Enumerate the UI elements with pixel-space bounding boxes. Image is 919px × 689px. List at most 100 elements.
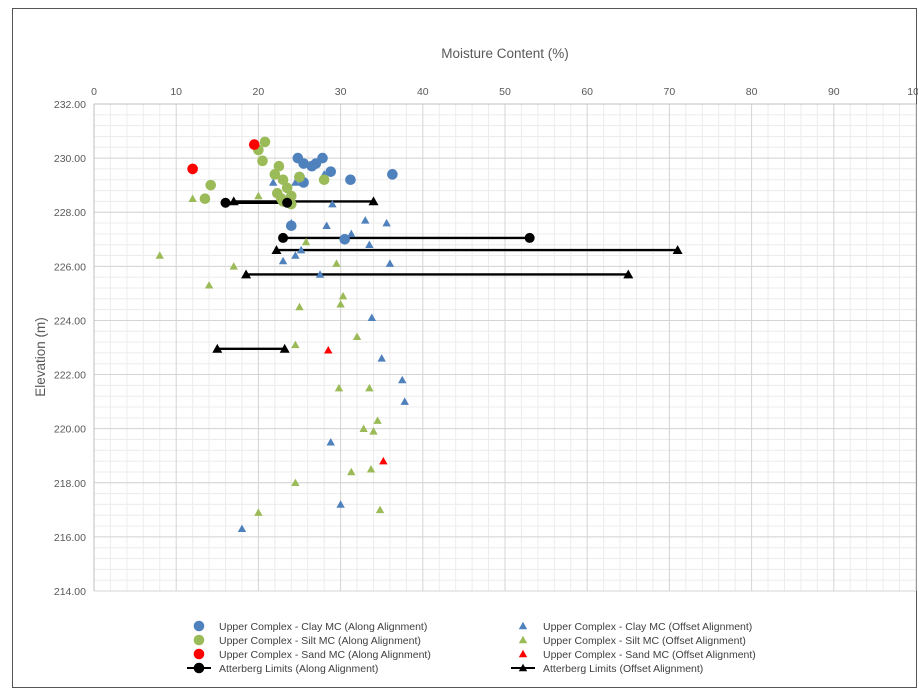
x-tick-label: 50	[499, 86, 511, 98]
legend-marker	[518, 635, 528, 644]
y-axis-label: Elevation (m)	[33, 317, 48, 397]
upper-complex-silt-mc-offset-alignment-point	[352, 332, 362, 340]
upper-complex-silt-mc-offset-alignment-point	[254, 508, 263, 516]
upper-complex-silt-mc-offset-alignment-point	[295, 302, 304, 311]
x-tick-label: 20	[253, 86, 265, 98]
y-tick-label: 222.00	[54, 370, 86, 382]
atterberg-limits-offset-alignment-point	[623, 269, 634, 279]
y-tick-label: 220.00	[54, 424, 86, 436]
x-tick-label: 70	[664, 86, 676, 98]
legend-label: Upper Complex - Silt MC (Along Alignment…	[219, 635, 421, 647]
upper-complex-clay-mc-offset-alignment-point	[382, 218, 391, 227]
x-tick-label: 80	[746, 86, 758, 98]
upper-complex-silt-mc-along-alignment-point	[269, 169, 281, 180]
atterberg-limits-offset-alignment-point	[241, 269, 252, 279]
upper-complex-clay-mc-offset-alignment-point	[361, 216, 370, 224]
upper-complex-silt-mc-offset-alignment-point	[291, 340, 300, 349]
upper-complex-clay-mc-offset-alignment-point	[278, 256, 288, 265]
y-tick-label: 232.00	[54, 99, 86, 111]
x-tick-label: 30	[335, 86, 347, 98]
x-tick-label: 60	[581, 86, 593, 98]
upper-complex-silt-mc-offset-alignment-point	[365, 383, 374, 392]
atterberg-limits-offset-alignment-point	[672, 245, 683, 254]
y-tick-labels: 214.00 216.00 218.00 220.00 222.00 224.00 226.…	[54, 99, 86, 598]
scatter-chart: 0 10 20 30 40 50 60 70 80 90 100 214.00 216.00 218.0…	[33, 46, 918, 675]
upper-complex-clay-mc-offset-alignment-point	[322, 221, 331, 230]
legend-label: Upper Complex - Sand MC (Along Alignment…	[219, 649, 431, 661]
upper-complex-clay-mc-offset-alignment-point	[385, 259, 395, 267]
upper-complex-clay-mc-offset-alignment-point	[398, 375, 407, 384]
upper-complex-silt-mc-offset-alignment-point	[359, 424, 368, 432]
upper-complex-silt-mc-offset-alignment-point	[373, 416, 382, 424]
upper-complex-sand-mc-along-alignment-point	[248, 139, 260, 150]
upper-complex-silt-mc-along-alignment-point	[273, 160, 285, 172]
x-tick-label: 40	[417, 86, 429, 98]
upper-complex-silt-mc-offset-alignment-point	[229, 262, 238, 270]
x-tick-label: 90	[828, 86, 840, 98]
upper-complex-silt-mc-along-alignment-point	[205, 179, 217, 191]
y-tick-label: 214.00	[54, 586, 86, 598]
upper-complex-clay-mc-offset-alignment-point	[365, 240, 374, 248]
x-axis-label: Moisture Content (%)	[441, 46, 569, 61]
legend-label: Upper Complex - Sand MC (Offset Alignmen…	[543, 649, 756, 661]
upper-complex-clay-mc-offset-alignment-point	[237, 524, 247, 533]
upper-complex-silt-mc-offset-alignment-point	[366, 465, 376, 473]
legend-marker	[518, 649, 528, 658]
upper-complex-silt-mc-offset-alignment-point	[347, 467, 356, 476]
upper-complex-silt-mc-offset-alignment-point	[332, 259, 341, 267]
upper-complex-silt-mc-along-alignment-point	[294, 171, 305, 183]
legend-label: Atterberg Limits (Along Alignment)	[219, 663, 378, 675]
atterberg-range-lines	[217, 200, 678, 351]
atterberg-limits-along-alignment-point	[278, 232, 289, 243]
major-gridlines	[93, 103, 917, 592]
atterberg-limits-offset-alignment-point	[228, 196, 239, 206]
upper-complex-silt-mc-offset-alignment-point	[254, 191, 263, 200]
legend-marker	[193, 620, 205, 632]
upper-complex-silt-mc-offset-alignment-point	[188, 194, 197, 202]
legend-marker	[193, 634, 205, 646]
x-tick-labels: 0 10 20 30 40 50 60 70 80 90 100	[91, 86, 918, 98]
atterberg-limits-offset-alignment-point	[368, 196, 379, 206]
upper-complex-silt-mc-along-alignment-point	[199, 193, 211, 204]
upper-complex-silt-mc-offset-alignment-point	[375, 505, 385, 514]
atterberg-limits-along-alignment-point	[220, 197, 231, 208]
upper-complex-silt-mc-along-alignment-point	[281, 182, 293, 194]
upper-complex-clay-mc-offset-alignment-point	[268, 178, 278, 186]
upper-complex-sand-mc-along-alignment-point	[187, 163, 198, 175]
atterberg-limits-along-alignment-point	[282, 197, 293, 208]
upper-complex-clay-mc-offset-alignment-point	[315, 270, 325, 278]
chart-frame: 0 10 20 30 40 50 60 70 80 90 100 214.00 216.00 218.0…	[12, 8, 918, 688]
legend-label: Upper Complex - Clay MC (Offset Alignmen…	[543, 621, 752, 633]
legend-marker	[193, 662, 205, 674]
x-tick-label: 100	[907, 86, 918, 98]
upper-complex-silt-mc-offset-alignment-point	[155, 251, 164, 259]
x-tick-label: 0	[91, 86, 97, 98]
legend-marker	[518, 621, 528, 630]
upper-complex-clay-mc-along-alignment-point	[298, 158, 309, 169]
upper-complex-clay-mc-offset-alignment-point	[291, 251, 300, 259]
atterberg-limits-offset-alignment-point	[271, 245, 282, 254]
y-tick-label: 218.00	[54, 478, 86, 490]
upper-complex-clay-mc-offset-alignment-point	[377, 354, 386, 362]
upper-complex-silt-mc-along-alignment-point	[257, 155, 268, 167]
upper-complex-clay-mc-along-alignment-point	[345, 174, 356, 186]
data-points	[155, 136, 683, 533]
legend-marker	[193, 648, 205, 660]
upper-complex-silt-mc-offset-alignment-point	[369, 427, 378, 435]
upper-complex-silt-mc-offset-alignment-point	[334, 383, 344, 392]
upper-complex-clay-mc-along-alignment-point	[325, 166, 337, 177]
upper-complex-silt-mc-along-alignment-point	[318, 174, 330, 186]
atterberg-limits-along-alignment-point	[524, 232, 535, 243]
atterberg-limits-offset-alignment-point	[279, 343, 290, 353]
x-tick-label: 10	[170, 86, 182, 98]
upper-complex-clay-mc-offset-alignment-point	[287, 218, 296, 227]
upper-complex-clay-mc-along-alignment-point	[387, 169, 398, 180]
upper-complex-silt-mc-offset-alignment-point	[336, 300, 345, 308]
upper-complex-clay-mc-offset-alignment-point	[367, 313, 377, 322]
legend-label: Atterberg Limits (Offset Alignment)	[543, 663, 703, 675]
upper-complex-silt-mc-along-alignment-point	[277, 174, 289, 186]
y-tick-label: 216.00	[54, 532, 86, 544]
upper-complex-sand-mc-offset-alignment-point	[324, 346, 333, 354]
y-tick-label: 226.00	[54, 261, 86, 273]
atterberg-limits-offset-alignment-point	[212, 343, 223, 353]
